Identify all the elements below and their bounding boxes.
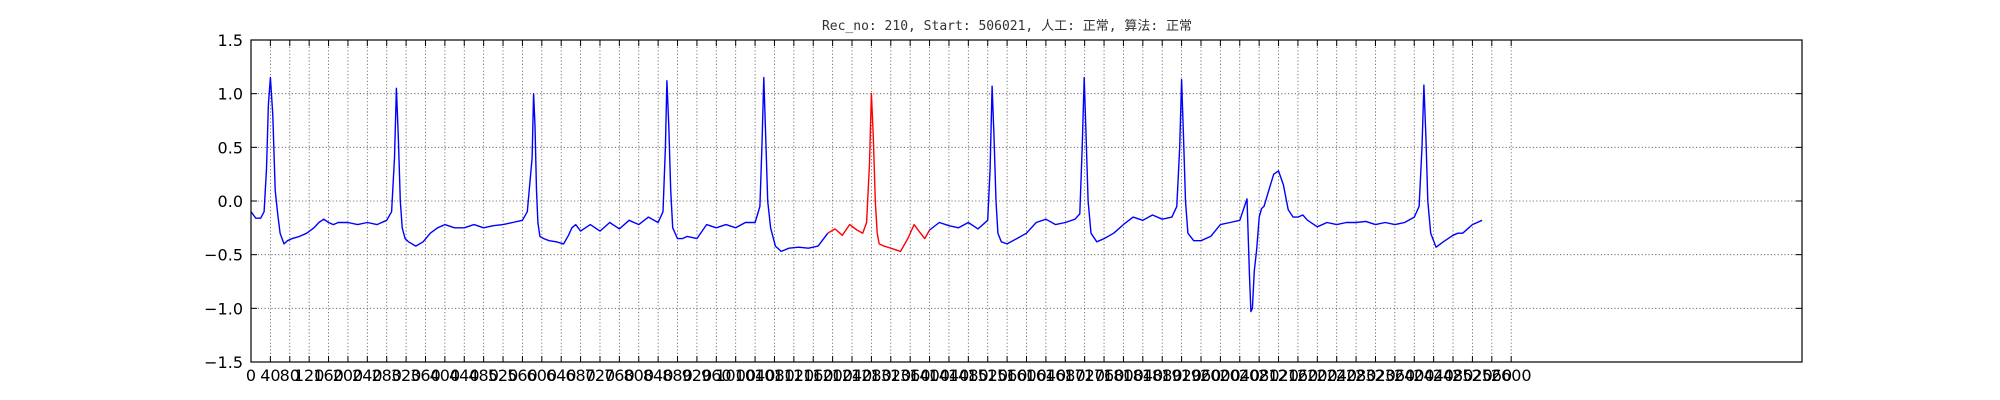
x-tick-label-51: 2040 xyxy=(1219,366,1260,385)
x-tick-label-32: 1280 xyxy=(851,366,892,385)
series-line-2 xyxy=(929,76,1483,313)
y-tick-label-2: −0.5 xyxy=(204,246,243,265)
x-axis-ticks: 0 40 8012016020024028032036040044048052056… xyxy=(246,40,1532,385)
x-tick-label-21: 840 xyxy=(643,366,674,385)
x-tick-label-10: 400 xyxy=(430,366,461,385)
x-tick-label-42: 1680 xyxy=(1045,366,1086,385)
x-tick-label-48: 1920 xyxy=(1161,366,1202,385)
x-tick-label-28: 1120 xyxy=(773,366,814,385)
y-tick-label-4: 0.5 xyxy=(218,138,243,157)
x-tick-label-13: 520 xyxy=(488,366,519,385)
x-tick-label-65: 2600 xyxy=(1491,366,1532,385)
x-tick-label-20: 800 xyxy=(623,366,654,385)
x-tick-label-2: 80 xyxy=(280,366,300,385)
x-tick-label-47: 1880 xyxy=(1142,366,1183,385)
x-tick-label-33: 1320 xyxy=(870,366,911,385)
chart-title: Rec_no: 210, Start: 506021, 人工: 正常, 算法: … xyxy=(822,19,1192,34)
x-tick-label-14: 560 xyxy=(507,366,538,385)
x-tick-label-34: 1360 xyxy=(890,366,931,385)
grid-lines xyxy=(250,39,1802,363)
x-tick-label-0: 0 xyxy=(246,366,256,385)
x-tick-label-40: 1600 xyxy=(1006,366,1047,385)
x-tick-label-17: 680 xyxy=(565,366,596,385)
x-tick-label-6: 240 xyxy=(352,366,383,385)
y-tick-label-0: −1.5 xyxy=(204,353,243,372)
x-tick-label-19: 760 xyxy=(604,366,635,385)
x-tick-label-22: 880 xyxy=(662,366,693,385)
x-tick-label-41: 1640 xyxy=(1026,366,1067,385)
x-tick-label-56: 2240 xyxy=(1316,366,1357,385)
x-tick-label-18: 720 xyxy=(585,366,616,385)
x-tick-label-63: 2520 xyxy=(1452,366,1493,385)
x-tick-label-15: 600 xyxy=(527,366,558,385)
y-axis-ticks: −1.5 −1.0 −0.5 0.0 0.5 1.0 1.5 xyxy=(204,31,1802,372)
series-line-0 xyxy=(250,76,829,253)
x-tick-label-12: 480 xyxy=(468,366,499,385)
x-tick-label-38: 1520 xyxy=(967,366,1008,385)
x-tick-label-23: 920 xyxy=(682,366,713,385)
x-tick-label-1: 40 xyxy=(260,366,280,385)
x-tick-label-49: 1960 xyxy=(1181,366,1222,385)
y-tick-label-1: −1.0 xyxy=(204,299,243,318)
x-tick-label-7: 280 xyxy=(371,366,402,385)
x-tick-label-27: 1080 xyxy=(754,366,795,385)
x-tick-label-44: 1760 xyxy=(1084,366,1125,385)
x-tick-label-35: 1400 xyxy=(909,366,950,385)
x-tick-label-50: 2000 xyxy=(1200,366,1241,385)
x-tick-label-45: 1800 xyxy=(1103,366,1144,385)
x-tick-label-57: 2280 xyxy=(1336,366,1377,385)
signal-series xyxy=(250,76,1483,313)
x-tick-label-54: 2160 xyxy=(1278,366,1319,385)
y-tick-label-3: 0.0 xyxy=(218,192,243,211)
x-tick-label-53: 2120 xyxy=(1258,366,1299,385)
x-tick-label-30: 1200 xyxy=(812,366,853,385)
x-tick-label-8: 320 xyxy=(391,366,422,385)
x-tick-label-61: 2440 xyxy=(1413,366,1454,385)
x-tick-label-26: 1040 xyxy=(735,366,776,385)
x-tick-label-37: 1480 xyxy=(948,366,989,385)
x-tick-label-3: 120 xyxy=(294,366,325,385)
x-tick-label-31: 1240 xyxy=(832,366,873,385)
y-tick-label-6: 1.5 xyxy=(218,31,243,50)
x-tick-label-64: 2560 xyxy=(1471,366,1512,385)
y-tick-label-5: 1.0 xyxy=(218,85,243,104)
x-tick-label-9: 360 xyxy=(410,366,441,385)
series-line-1 xyxy=(827,92,931,253)
x-tick-label-59: 2360 xyxy=(1375,366,1416,385)
x-tick-label-24: 960 xyxy=(701,366,732,385)
x-tick-label-52: 2080 xyxy=(1239,366,1280,385)
x-tick-label-16: 640 xyxy=(546,366,577,385)
x-tick-label-25: 1000 xyxy=(715,366,756,385)
x-tick-label-60: 2400 xyxy=(1394,366,1435,385)
x-tick-label-36: 1440 xyxy=(929,366,970,385)
x-tick-label-29: 1160 xyxy=(793,366,834,385)
x-tick-label-11: 440 xyxy=(449,366,480,385)
x-tick-label-55: 2200 xyxy=(1297,366,1338,385)
x-tick-label-43: 1720 xyxy=(1064,366,1105,385)
x-tick-label-4: 160 xyxy=(313,366,344,385)
x-tick-label-58: 2320 xyxy=(1355,366,1396,385)
x-tick-label-39: 1560 xyxy=(987,366,1028,385)
x-tick-label-5: 200 xyxy=(333,366,364,385)
x-tick-label-46: 1840 xyxy=(1122,366,1163,385)
x-tick-label-62: 2480 xyxy=(1433,366,1474,385)
